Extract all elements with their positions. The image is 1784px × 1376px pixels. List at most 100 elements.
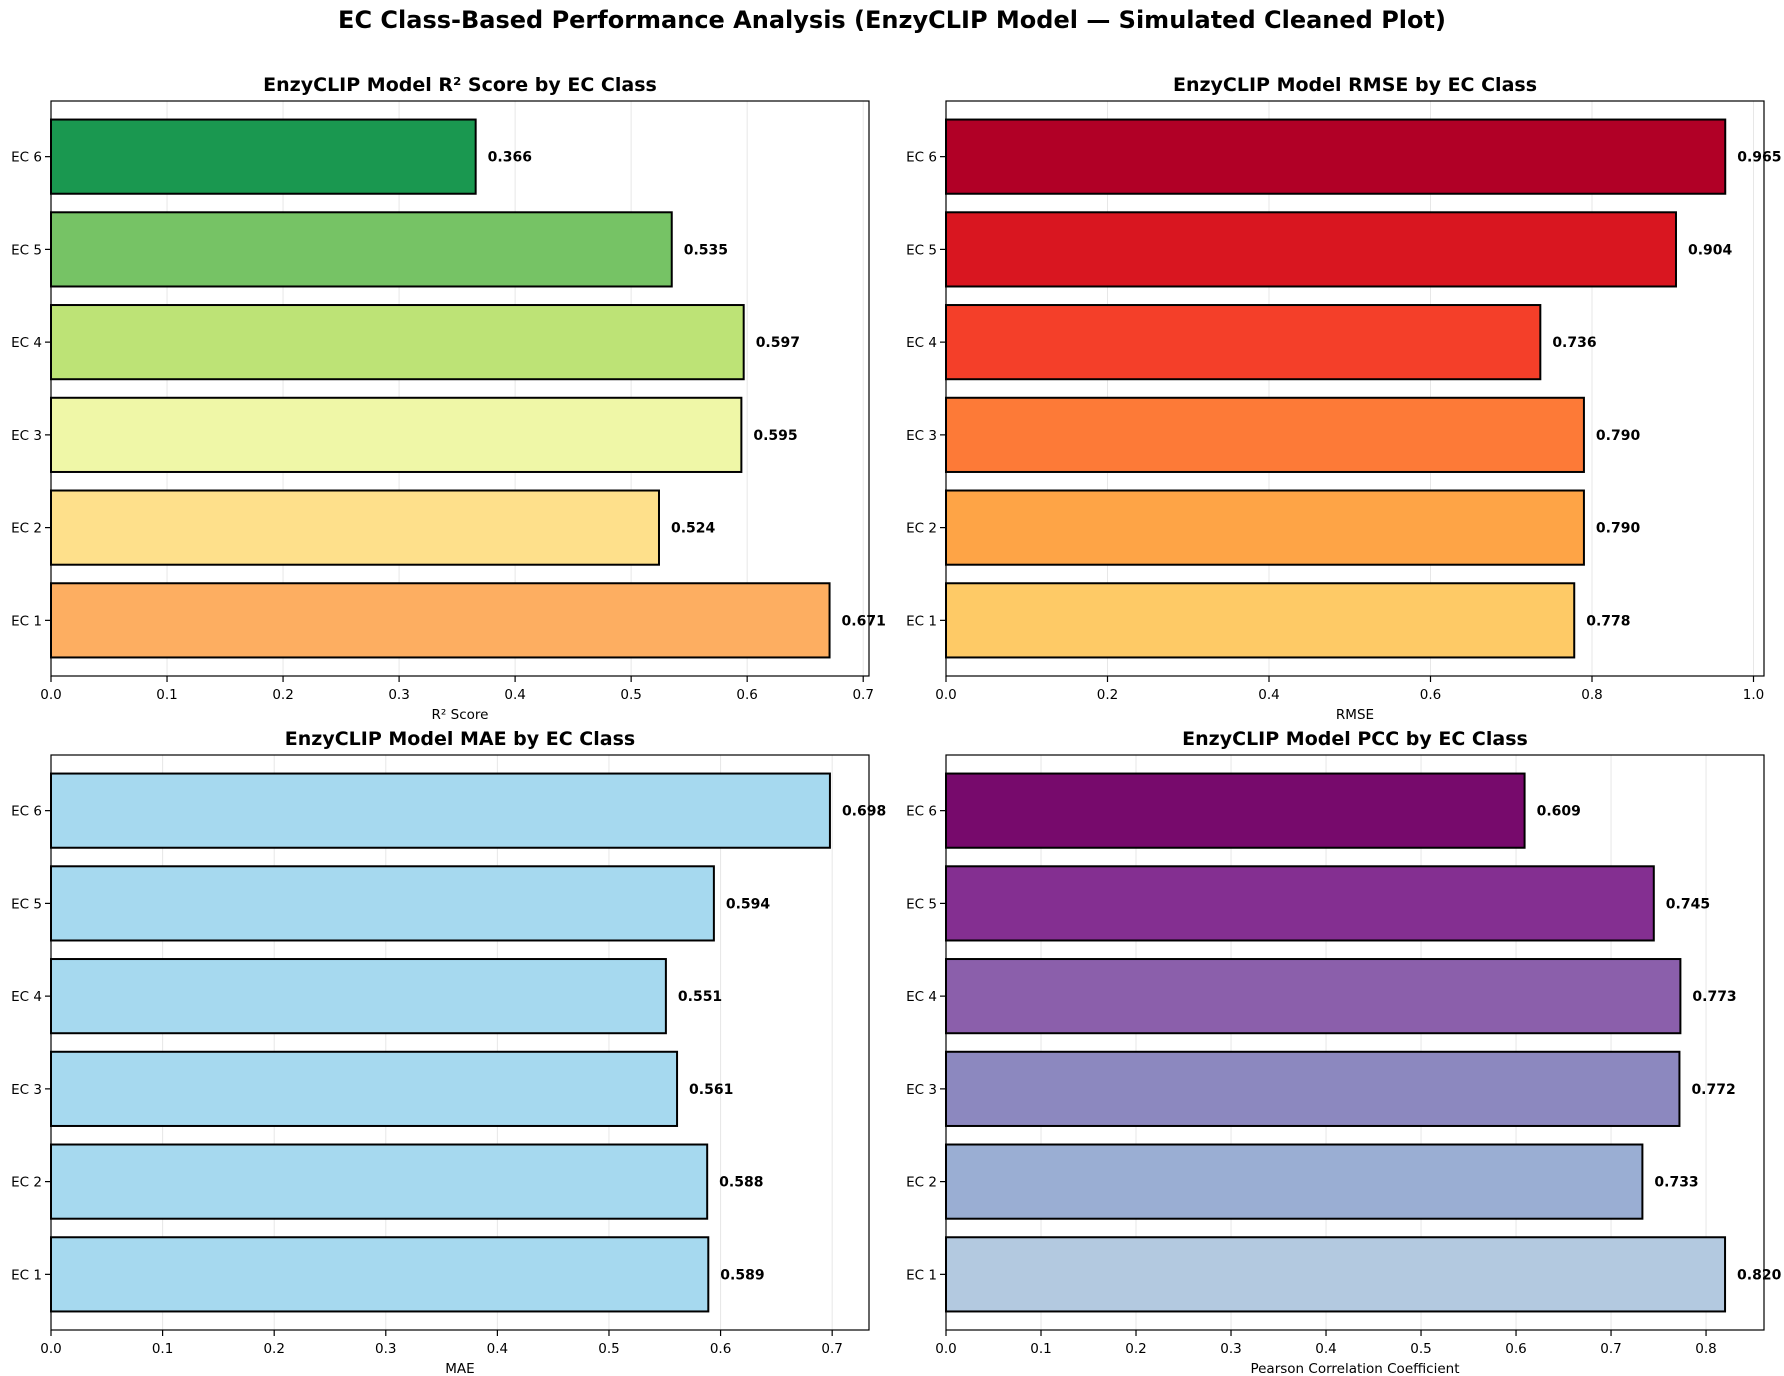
panel-title: EnzyCLIP Model MAE by EC Class (285, 728, 635, 750)
bar (50, 772, 831, 849)
y-tick-label: EC 3 (11, 428, 42, 444)
bar-value-label: 0.609 (1537, 804, 1581, 820)
x-tick-label: 0.3 (375, 1341, 396, 1357)
y-tick-label: EC 5 (906, 896, 937, 912)
x-tick-label: 1.0 (1743, 687, 1764, 703)
x-tick-label: 0.8 (1581, 687, 1602, 703)
bar (945, 118, 1727, 195)
x-tick-label: 0.0 (40, 1341, 61, 1357)
bar (945, 1050, 1681, 1127)
y-tick-label: EC 2 (906, 521, 937, 537)
bar-value-label: 0.790 (1596, 428, 1641, 444)
x-tick-label: 0.2 (263, 1341, 284, 1357)
y-tick-label: EC 5 (11, 242, 42, 258)
y-tick-label: EC 3 (11, 1082, 42, 1098)
x-tick-label: 0.0 (40, 687, 61, 703)
x-axis-label: Pearson Correlation Coefficient (1250, 1361, 1459, 1376)
bar-value-label: 0.366 (488, 150, 532, 166)
y-tick-label: EC 1 (11, 613, 42, 629)
x-tick-label: 0.1 (156, 687, 177, 703)
y-tick-label: EC 5 (906, 242, 937, 258)
bar (945, 1143, 1644, 1220)
y-tick-label: EC 6 (11, 804, 42, 820)
x-tick-label: 0.1 (1030, 1341, 1051, 1357)
panel-title: EnzyCLIP Model R² Score by EC Class (263, 74, 657, 96)
bar-value-label: 0.965 (1737, 150, 1781, 166)
bar-value-label: 0.671 (842, 613, 886, 629)
figure-title: EC Class-Based Performance Analysis (Enz… (338, 6, 1446, 34)
x-tick-label: 0.5 (620, 687, 641, 703)
bar-value-label: 0.589 (720, 1267, 764, 1283)
x-axis-label: MAE (445, 1361, 474, 1376)
bar-value-label: 0.820 (1737, 1267, 1782, 1283)
x-tick-label: 0.5 (1410, 1341, 1431, 1357)
y-tick-label: EC 6 (906, 804, 937, 820)
y-tick-label: EC 6 (11, 150, 42, 166)
axes-frame (945, 754, 1765, 1331)
x-tick-label: 0.5 (598, 1341, 619, 1357)
axes-frame (50, 100, 870, 677)
bar (50, 1236, 710, 1313)
bar-value-label: 0.594 (726, 896, 771, 912)
x-tick-label: 0.0 (935, 687, 956, 703)
bar-value-label: 0.904 (1688, 242, 1733, 258)
bar-value-label: 0.524 (671, 521, 716, 537)
y-tick-label: EC 3 (906, 428, 937, 444)
bar-value-label: 0.595 (753, 428, 797, 444)
y-tick-label: EC 6 (906, 150, 937, 166)
bar (50, 958, 667, 1035)
bar (50, 211, 673, 288)
x-tick-label: 0.6 (710, 1341, 731, 1357)
y-tick-label: EC 2 (11, 1175, 42, 1191)
bar (50, 118, 477, 195)
x-tick-label: 0.3 (1220, 1341, 1241, 1357)
bar (50, 1050, 679, 1127)
bar (945, 489, 1585, 566)
bar (945, 211, 1677, 288)
bar (945, 958, 1682, 1035)
bar-value-label: 0.561 (689, 1082, 733, 1098)
panel-title: EnzyCLIP Model RMSE by EC Class (1173, 74, 1537, 96)
bar (50, 489, 660, 566)
x-tick-label: 0.2 (1125, 1341, 1146, 1357)
bar (50, 865, 715, 942)
bar-value-label: 0.588 (719, 1175, 763, 1191)
x-tick-label: 0.4 (487, 1341, 508, 1357)
bar-value-label: 0.698 (842, 804, 886, 820)
bar-value-label: 0.778 (1586, 613, 1630, 629)
bar (945, 865, 1655, 942)
bar-value-label: 0.535 (684, 242, 728, 258)
y-tick-label: EC 1 (906, 613, 937, 629)
bar (50, 304, 745, 381)
x-axis-label: R² Score (432, 707, 489, 723)
y-tick-label: EC 3 (906, 1082, 937, 1098)
x-tick-label: 0.2 (1097, 687, 1118, 703)
x-tick-label: 0.0 (935, 1341, 956, 1357)
x-tick-label: 0.6 (736, 687, 757, 703)
axes-frame (50, 754, 870, 1331)
y-tick-label: EC 1 (11, 1267, 42, 1283)
y-tick-label: EC 2 (906, 1175, 937, 1191)
bar (50, 1143, 709, 1220)
x-tick-label: 0.7 (852, 687, 873, 703)
panel-title: EnzyCLIP Model PCC by EC Class (1182, 728, 1528, 750)
bar-value-label: 0.790 (1596, 521, 1641, 537)
x-tick-label: 0.1 (152, 1341, 173, 1357)
bar-value-label: 0.551 (678, 989, 722, 1005)
y-tick-label: EC 4 (906, 335, 937, 351)
bar-value-label: 0.736 (1552, 335, 1596, 351)
x-axis-label: RMSE (1336, 707, 1374, 723)
bar-value-label: 0.772 (1691, 1082, 1735, 1098)
bar (50, 396, 743, 473)
x-tick-label: 0.4 (504, 687, 525, 703)
x-tick-label: 0.7 (821, 1341, 842, 1357)
bar (945, 582, 1576, 659)
x-tick-label: 0.4 (1315, 1341, 1336, 1357)
x-tick-label: 0.2 (272, 687, 293, 703)
x-tick-label: 0.7 (1600, 1341, 1621, 1357)
x-tick-label: 0.4 (1258, 687, 1279, 703)
bar (945, 1236, 1727, 1313)
axes-frame (945, 100, 1765, 677)
y-tick-label: EC 4 (11, 335, 42, 351)
